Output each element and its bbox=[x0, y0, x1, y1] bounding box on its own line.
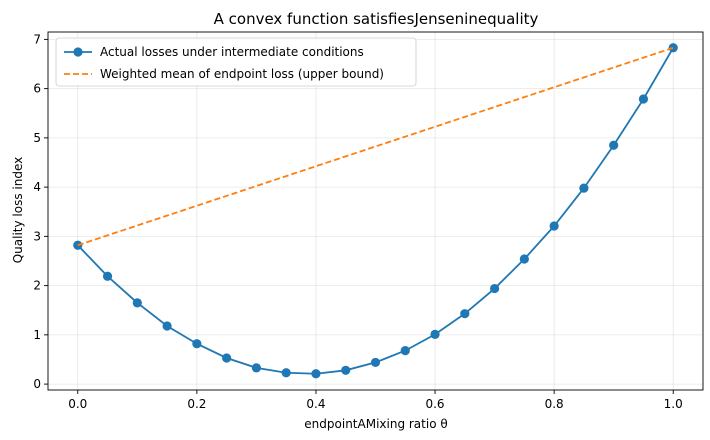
data-point bbox=[519, 254, 529, 264]
x-tick-label: 0.0 bbox=[68, 397, 87, 411]
data-point bbox=[192, 339, 202, 349]
y-tick-label: 4 bbox=[33, 180, 41, 194]
data-point bbox=[132, 298, 142, 308]
y-axis-ticks: 0 1 2 3 4 5 6 7 bbox=[33, 32, 48, 391]
data-point bbox=[400, 346, 410, 356]
data-point bbox=[489, 283, 500, 294]
x-axis-ticks: 0.0 0.2 0.4 0.6 0.8 1.0 bbox=[68, 390, 683, 411]
legend-box bbox=[55, 37, 417, 87]
x-tick-label: 0.8 bbox=[545, 397, 564, 411]
data-point bbox=[162, 321, 172, 331]
x-axis-label: endpointAMixing ratio θ bbox=[304, 417, 447, 431]
legend-label-1: Actual losses under intermediate conditi… bbox=[100, 45, 364, 59]
data-point bbox=[341, 365, 351, 375]
x-tick-label: 0.6 bbox=[425, 397, 444, 411]
data-point bbox=[102, 271, 113, 281]
data-point bbox=[281, 368, 291, 378]
data-point bbox=[668, 43, 678, 53]
data-point bbox=[579, 183, 589, 193]
data-point bbox=[609, 140, 619, 150]
data-point bbox=[638, 94, 649, 104]
data-point bbox=[311, 369, 321, 379]
x-tick-label: 0.4 bbox=[306, 397, 325, 411]
data-point bbox=[430, 329, 440, 339]
y-tick-label: 0 bbox=[33, 377, 41, 391]
data-point bbox=[370, 357, 381, 368]
series-line-2 bbox=[77, 46, 674, 247]
legend: Actual losses under intermediate conditi… bbox=[55, 37, 417, 87]
y-tick-label: 6 bbox=[33, 82, 41, 96]
legend-label-2: Weighted mean of endpoint loss (upper bo… bbox=[100, 67, 384, 81]
y-tick-label: 2 bbox=[33, 279, 41, 293]
plot-frame bbox=[47, 31, 704, 391]
y-tick-label: 5 bbox=[33, 131, 41, 145]
data-point bbox=[460, 309, 470, 319]
y-tick-label: 1 bbox=[33, 328, 41, 342]
y-tick-label: 7 bbox=[33, 32, 41, 46]
data-point bbox=[222, 353, 232, 363]
y-axis-label: Quality loss index bbox=[11, 157, 25, 264]
y-tick-label: 3 bbox=[33, 229, 41, 243]
x-tick-label: 1.0 bbox=[664, 397, 683, 411]
data-point bbox=[251, 363, 262, 373]
plot-series bbox=[73, 43, 678, 379]
chart-title: A convex function satisfiesJenseninequal… bbox=[214, 10, 539, 28]
data-point bbox=[549, 221, 559, 231]
x-tick-label: 0.2 bbox=[187, 397, 206, 411]
legend-marker-1 bbox=[73, 47, 83, 57]
